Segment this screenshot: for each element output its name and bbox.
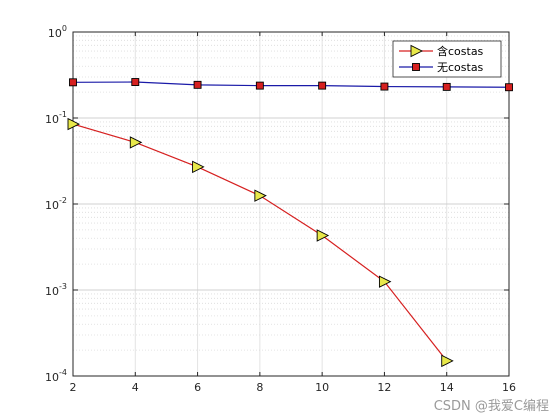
legend-label-1: 含costas <box>437 44 484 58</box>
legend-marker-2 <box>412 63 420 71</box>
series-2-point <box>193 80 202 89</box>
x-tick-label: 2 <box>70 381 77 394</box>
series-2-point <box>69 78 77 87</box>
x-tick-label: 4 <box>132 381 139 394</box>
series-2-point <box>131 78 140 86</box>
y-tick-label: 10-4 <box>45 368 67 384</box>
ticks: 2 4 6 8 10 12 14 16 100 10-1 10-2 10-3 10-4 <box>45 24 516 394</box>
series-1-point <box>192 160 205 174</box>
legend-marker-1 <box>410 44 424 58</box>
series-1-point <box>316 229 330 242</box>
x-tick-label: 12 <box>377 381 391 394</box>
series-1-point <box>129 136 143 149</box>
x-tick-label: 8 <box>256 381 263 394</box>
x-tick-label: 14 <box>440 381 454 394</box>
x-tick-label: 16 <box>502 381 516 394</box>
series <box>67 78 513 368</box>
series-1-point <box>378 275 392 288</box>
series-line-2 <box>72 81 510 88</box>
watermark-text: CSDN @我爱C编程 <box>434 399 549 414</box>
series-1-point <box>441 354 454 368</box>
y-tick-label: 100 <box>48 24 67 40</box>
series-2-point <box>380 82 389 91</box>
series-2-point <box>505 83 513 92</box>
x-tick-label: 6 <box>194 381 201 394</box>
series-2-point <box>442 82 451 91</box>
series-2-point <box>318 81 327 90</box>
y-tick-label: 10-2 <box>45 196 67 212</box>
series-2-point <box>255 81 264 90</box>
legend: 含costas 无costas <box>392 40 502 78</box>
series-1-point <box>254 189 267 202</box>
y-tick-label: 10-3 <box>45 282 67 298</box>
legend-label-2: 无costas <box>437 61 484 74</box>
y-tick-label: 10-1 <box>45 110 67 126</box>
x-tick-label: 10 <box>315 381 329 394</box>
series-1-point <box>67 117 81 131</box>
